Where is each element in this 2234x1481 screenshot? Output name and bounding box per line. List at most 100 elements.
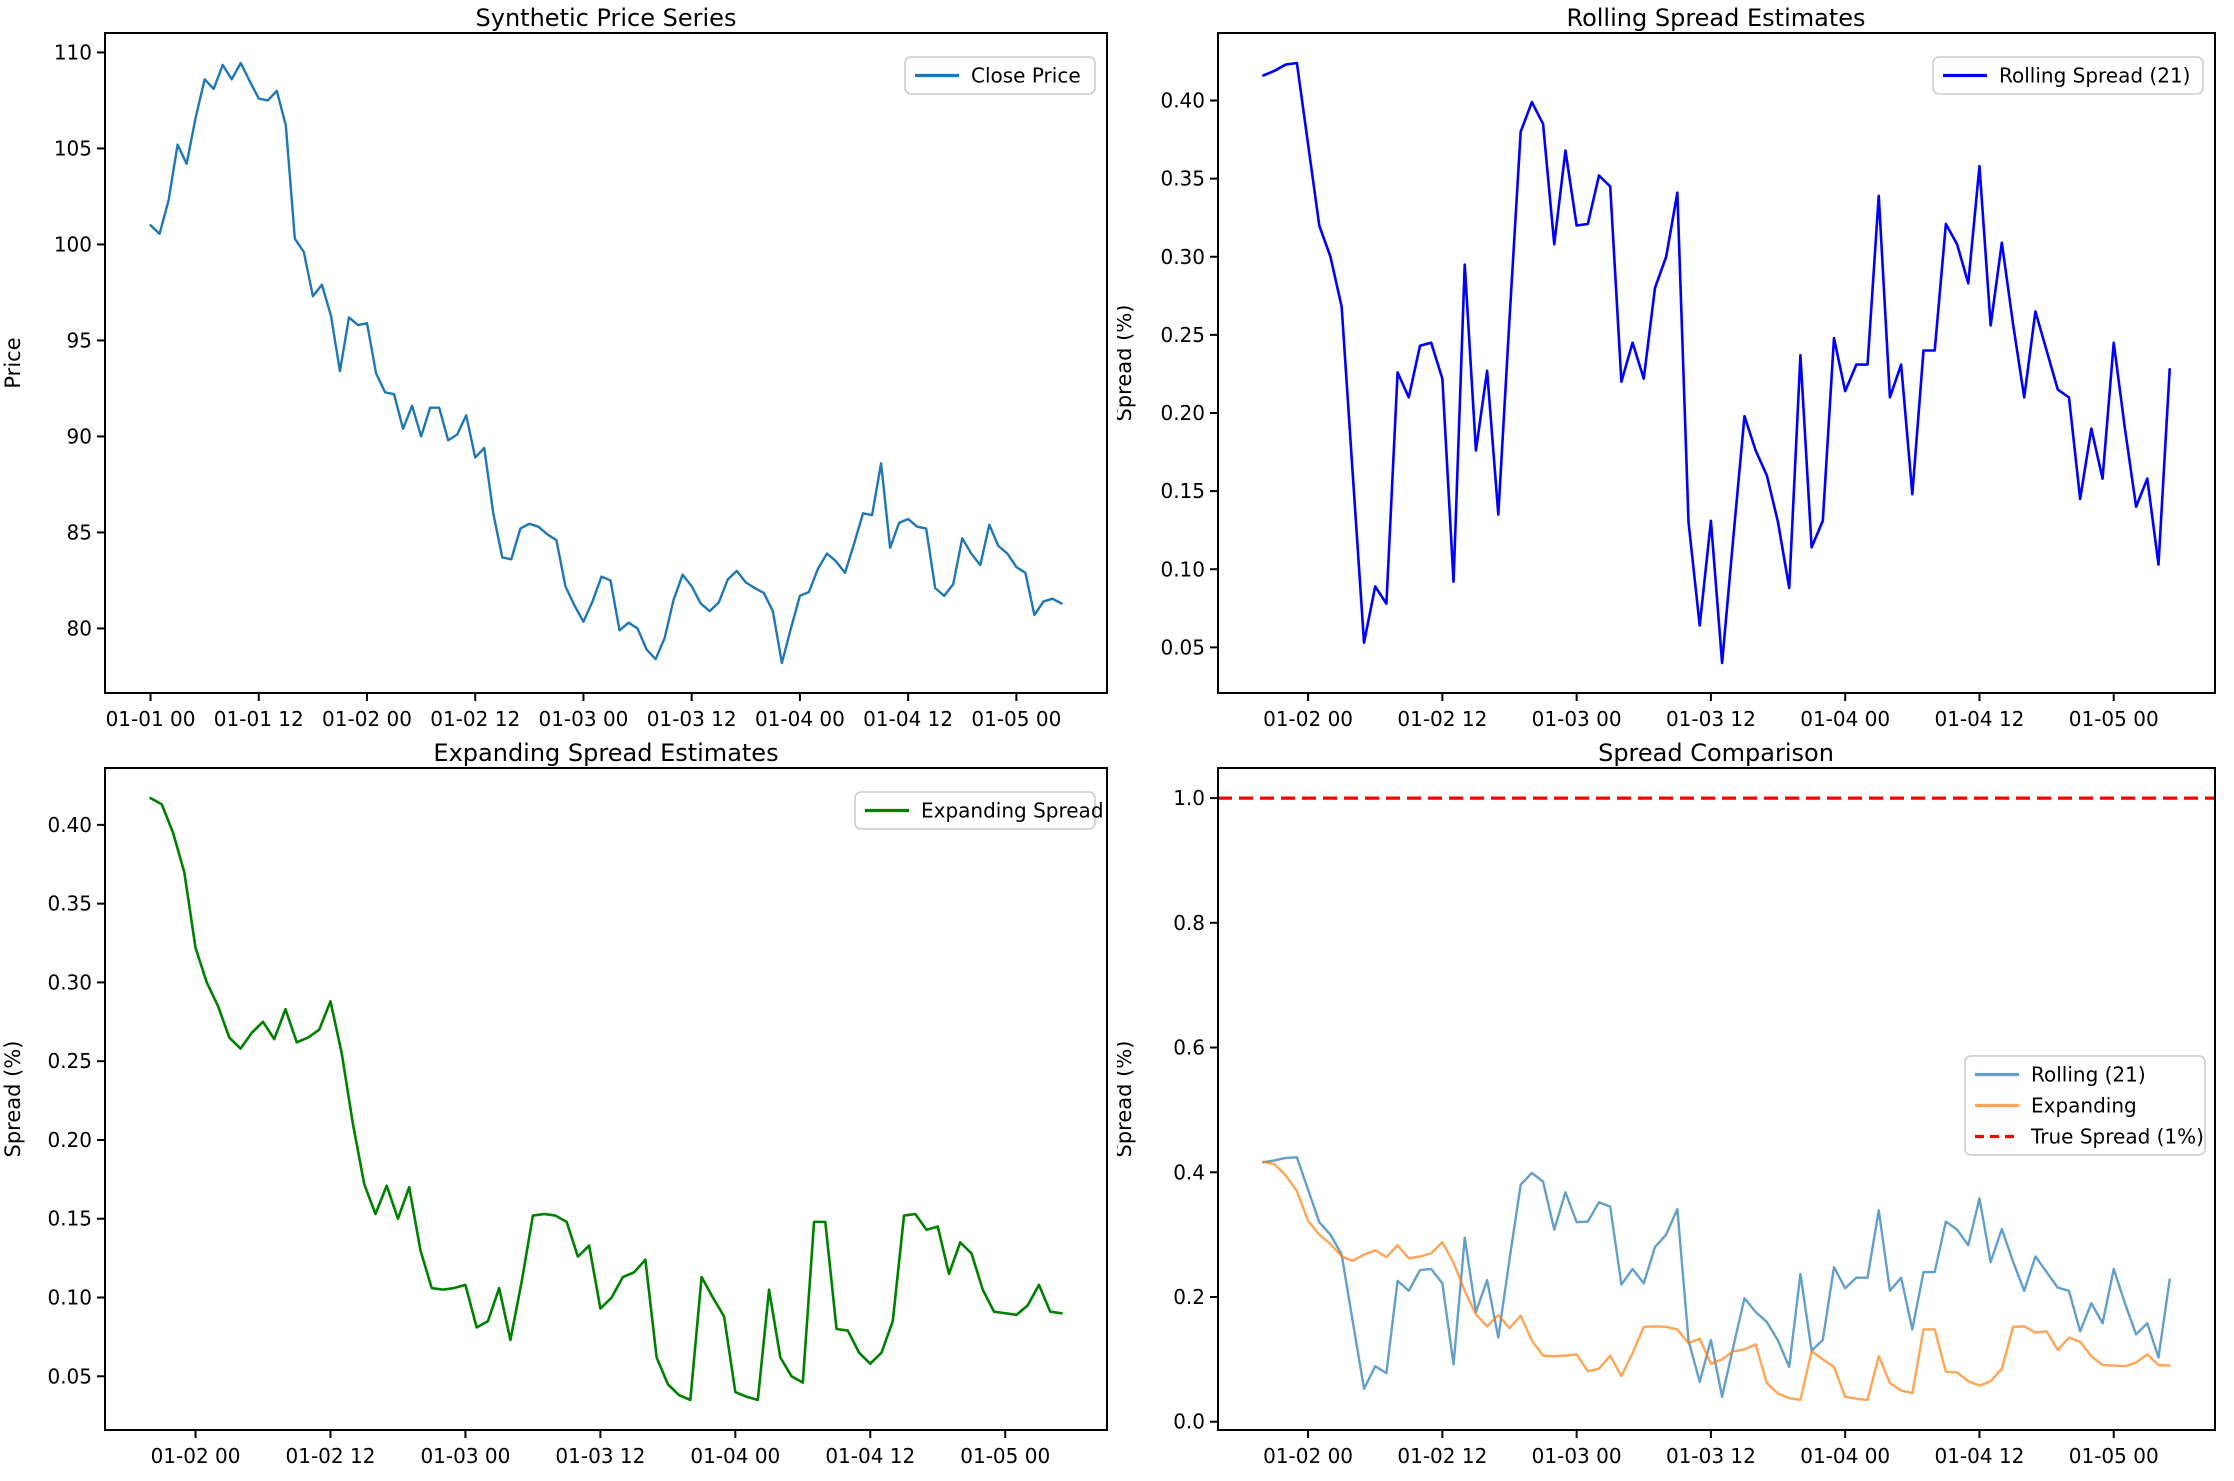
legend-box (904, 56, 1096, 95)
y-tick-label: 0.35 (1160, 167, 1205, 191)
x-tick-label: 01-05 00 (2069, 707, 2159, 731)
chart-title-price: Synthetic Price Series (476, 4, 737, 32)
x-tick-label: 01-03 12 (555, 1444, 645, 1468)
y-tick-label: 0.40 (47, 813, 92, 837)
chart-title-rolling: Rolling Spread Estimates (1566, 4, 1865, 32)
y-tick-label: 0.15 (1160, 479, 1205, 503)
x-tick-label: 01-04 00 (755, 707, 845, 731)
x-tick-label: 01-04 00 (690, 1444, 780, 1468)
y-tick-label: 1.0 (1173, 786, 1205, 810)
series-group (1262, 61, 2171, 665)
x-tick-label: 01-05 00 (960, 1444, 1050, 1468)
series-line-expanding (1262, 1160, 2171, 1402)
y-tick-label: 0.4 (1173, 1160, 1205, 1184)
x-axis-ticks: 01-02 00 01-02 12 01-03 00 01-03 12 01-04 00… (1263, 1430, 2159, 1468)
legend-entry-label: Rolling (21) (2031, 1062, 2146, 1086)
y-axis-label-rolling: Spread (%) (1117, 305, 1136, 422)
y-tick-label: 0.10 (1160, 557, 1205, 581)
x-tick-label: 01-02 00 (322, 707, 412, 731)
x-tick-label: 01-04 12 (1934, 1444, 2024, 1468)
plot-area-rolling: 01-02 00 01-02 12 01-03 00 01-03 12 01-04 00… (1160, 32, 2216, 731)
rolling-spread-chart: Rolling Spread Estimates Spread (%) 01-0… (1117, 4, 2216, 731)
plot-area-comparison: 01-02 00 01-02 12 01-03 00 01-03 12 01-04 00… (1173, 767, 2216, 1468)
y-tick-label: 80 (67, 616, 92, 640)
y-tick-label: 0.10 (47, 1286, 92, 1310)
y-tick-label: 0.2 (1173, 1285, 1205, 1309)
x-tick-label: 01-02 12 (1397, 707, 1487, 731)
legend-entry-label: True Spread (1%) (2030, 1124, 2204, 1148)
legend: Rolling Spread (21) (1932, 56, 2204, 95)
y-tick-label: 95 (67, 328, 92, 352)
y-tick-label: 85 (67, 520, 92, 544)
axes-spine (104, 767, 1108, 1431)
x-axis-ticks: 01-02 00 01-02 12 01-03 00 01-03 12 01-04 00… (1263, 693, 2159, 731)
y-axis-ticks: 0.05 0.10 0.15 0.20 0.25 0.30 0.35 0.40 (1160, 89, 1218, 659)
y-tick-label: 0.20 (47, 1128, 92, 1152)
x-axis-ticks: 01-02 00 01-02 12 01-03 00 01-03 12 01-04 00… (151, 1430, 1050, 1468)
y-axis-ticks: 80 85 90 95 100 105 110 (54, 40, 105, 640)
legend-entry-label: Close Price (971, 64, 1081, 88)
x-tick-label: 01-03 12 (1666, 707, 1756, 731)
x-tick-label: 01-03 12 (1666, 1444, 1756, 1468)
price-chart: Synthetic Price Series Price 01-01 00 01-… (1, 4, 1108, 731)
axes-spine (1217, 32, 2216, 694)
panel-rolling-spread-estimates: Rolling Spread Estimates Spread (%) 01-0… (1117, 0, 2234, 741)
series-line-close-price (149, 61, 1063, 665)
x-tick-label: 01-03 12 (647, 707, 737, 731)
y-axis-ticks: 0.0 0.2 0.4 0.6 0.8 1.0 (1173, 786, 1218, 1434)
legend-box (1964, 1055, 2206, 1156)
x-tick-label: 01-04 00 (1800, 1444, 1890, 1468)
x-tick-label: 01-02 00 (1263, 1444, 1353, 1468)
y-tick-label: 0.30 (47, 970, 92, 994)
panel-synthetic-price-series: Synthetic Price Series Price 01-01 00 01-… (0, 0, 1117, 741)
y-axis-label-price: Price (1, 337, 25, 388)
spread-comparison-chart: Spread Comparison Spread (%) 01-02 00 01-… (1117, 740, 2216, 1468)
x-tick-label: 01-02 12 (286, 1444, 376, 1468)
x-tick-label: 01-04 00 (1800, 707, 1890, 731)
y-tick-label: 0.05 (47, 1364, 92, 1388)
y-tick-label: 110 (54, 40, 92, 64)
y-tick-label: 0.05 (1160, 635, 1205, 659)
y-tick-label: 100 (54, 232, 92, 256)
x-tick-label: 01-02 12 (1397, 1444, 1487, 1468)
series-group (149, 61, 1063, 665)
y-tick-label: 90 (67, 424, 92, 448)
panel-spread-comparison: Spread Comparison Spread (%) 01-02 00 01-… (1117, 740, 2234, 1481)
y-tick-label: 0.40 (1160, 89, 1205, 113)
chart-title-comparison: Spread Comparison (1598, 740, 1834, 767)
x-tick-label: 01-01 12 (214, 707, 304, 731)
y-tick-label: 0.6 (1173, 1036, 1205, 1060)
series-group (1218, 796, 2215, 1402)
legend: Rolling (21) Expanding True Spread (1%) (1964, 1055, 2206, 1156)
y-axis-label-expanding: Spread (%) (1, 1041, 25, 1158)
plot-area-price: 01-01 00 01-01 12 01-02 00 01-02 12 01-03 00… (54, 32, 1108, 731)
legend-entry-label: Expanding Spread (921, 799, 1104, 823)
x-tick-label: 01-05 00 (971, 707, 1061, 731)
x-tick-label: 01-03 00 (1532, 1444, 1622, 1468)
y-tick-label: 0.25 (47, 1049, 92, 1073)
legend-box (1932, 56, 2204, 95)
series-line-rolling-spread-21- (1262, 61, 2171, 665)
axes-spine (1217, 767, 2216, 1431)
legend-box (854, 791, 1096, 830)
legend-entry-label: Rolling Spread (21) (1999, 64, 2190, 88)
plot-area-expanding: 01-02 00 01-02 12 01-03 00 01-03 12 01-04 00… (47, 767, 1108, 1468)
x-tick-label: 01-02 00 (1263, 707, 1353, 731)
axes-spine (104, 32, 1108, 694)
x-tick-label: 01-01 00 (106, 707, 196, 731)
x-tick-label: 01-04 12 (863, 707, 953, 731)
legend: Expanding Spread (854, 791, 1104, 830)
chart-title-expanding: Expanding Spread Estimates (433, 740, 778, 767)
x-tick-label: 01-05 00 (2069, 1444, 2159, 1468)
x-tick-label: 01-04 12 (1934, 707, 2024, 731)
x-tick-label: 01-02 12 (430, 707, 520, 731)
y-tick-label: 0.8 (1173, 911, 1205, 935)
y-tick-label: 0.15 (47, 1207, 92, 1231)
y-tick-label: 0.20 (1160, 401, 1205, 425)
y-tick-label: 0.35 (47, 892, 92, 916)
legend-entry-label: Expanding (2031, 1093, 2137, 1117)
x-tick-label: 01-02 00 (151, 1444, 241, 1468)
y-tick-label: 0.0 (1173, 1410, 1205, 1434)
y-axis-ticks: 0.05 0.10 0.15 0.20 0.25 0.30 0.35 0.40 (47, 813, 105, 1388)
